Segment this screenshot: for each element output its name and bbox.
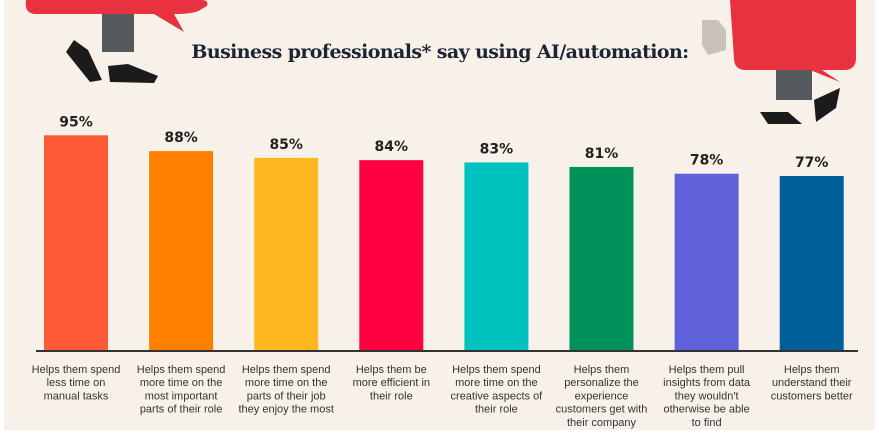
data-label-7: 78% — [690, 153, 724, 169]
bar-6 — [569, 166, 634, 350]
data-label-2: 88% — [164, 130, 198, 146]
bar-4 — [359, 160, 424, 350]
data-label-6: 81% — [585, 146, 619, 162]
speech-bubble-right-illustration — [702, 0, 856, 124]
bar-8 — [779, 175, 844, 350]
category-label-4: Helps them be more efficient in their role — [353, 364, 430, 402]
category-label-1: Helps them spend less time on manual tasks — [32, 364, 121, 402]
bar-2 — [149, 151, 214, 350]
speech-bubble-left-illustration — [25, 0, 208, 83]
data-label-5: 83% — [480, 141, 514, 157]
bar-7 — [674, 173, 739, 350]
bar-chart: Business professionals* say using AI/aut… — [25, 0, 858, 429]
category-label-2: Helps them spend more time on the most imp… — [137, 364, 226, 416]
category-label-7: Helps them pull insights from data they wo… — [663, 364, 751, 429]
category-label-6: Helps them personalize the experience custo… — [556, 364, 648, 429]
data-label-3: 85% — [269, 137, 303, 153]
data-label-4: 84% — [375, 139, 409, 155]
bar-3 — [254, 157, 319, 350]
bar-5 — [464, 162, 529, 350]
bar-1 — [44, 135, 108, 350]
category-label-3: Helps them spend more time on the parts of… — [239, 364, 334, 416]
category-label-5: Helps them spend more time on the creative… — [451, 364, 544, 416]
data-label-8: 77% — [795, 155, 829, 171]
category-label-8: Helps them understand their customers bett… — [771, 364, 853, 402]
chart-title: Business professionals* say using AI/aut… — [191, 41, 688, 63]
data-label-1: 95% — [59, 114, 93, 130]
chart-container: Business professionals* say using AI/aut… — [4, 0, 875, 430]
